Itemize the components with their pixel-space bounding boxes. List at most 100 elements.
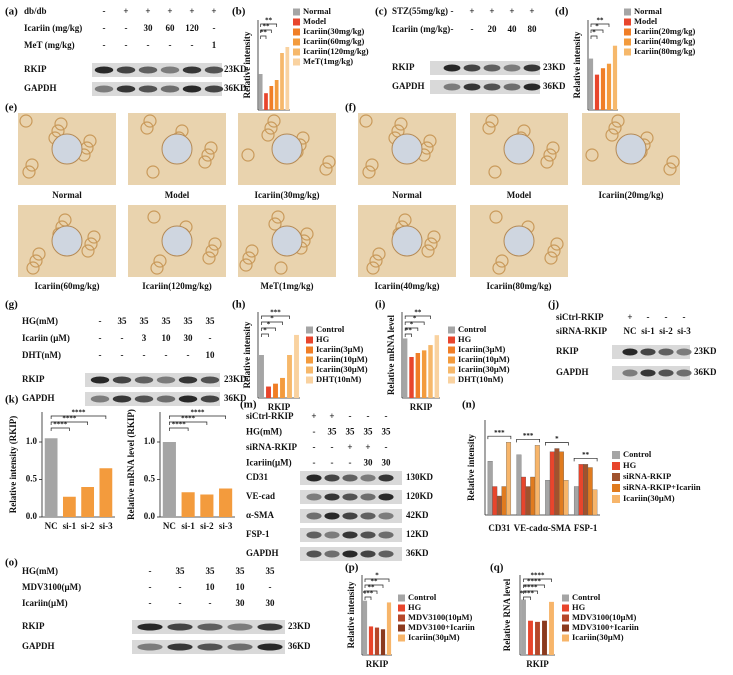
significance-bracket <box>50 427 70 431</box>
condition-label: MDV3100(μM) <box>22 582 81 592</box>
bar <box>434 335 440 398</box>
y-tick-label: 0.5 <box>144 474 156 484</box>
blot-band <box>378 474 394 482</box>
band-size: 36KD <box>224 393 247 403</box>
bar <box>549 451 555 516</box>
significance-bracket <box>404 333 412 337</box>
band-size: 12KD <box>406 529 429 539</box>
bar <box>62 496 76 517</box>
condition-cell: 20 <box>488 24 498 34</box>
image-caption: MeT(1mg/kg) <box>261 281 314 291</box>
blot-band <box>112 395 132 403</box>
bar <box>542 620 547 655</box>
legend-label: MDV3100(10μM) <box>408 612 472 622</box>
y-tick-label: 0.5 <box>26 474 38 484</box>
bar <box>549 601 554 655</box>
band-size: 23KD <box>224 64 247 74</box>
blot-band <box>204 85 224 93</box>
condition-cell: - <box>169 40 172 50</box>
condition-label: Icariin (mg/kg) <box>392 24 450 34</box>
legend-label: Control <box>458 324 487 334</box>
legend-label: siRNA-RKIP <box>623 471 671 481</box>
legend-swatch <box>293 28 300 36</box>
condition-cell: - <box>143 350 146 360</box>
panel-label: (g) <box>5 299 18 311</box>
blot-band <box>197 623 223 631</box>
protein-label: VE-cad <box>246 491 275 501</box>
legend-swatch <box>624 28 631 36</box>
tubule <box>362 165 376 179</box>
blot-band <box>640 369 656 377</box>
band-size: 36KD <box>288 641 311 651</box>
legend-label: Icariin(20mg/kg) <box>634 26 696 36</box>
blot-band <box>138 85 158 93</box>
legend-swatch <box>562 634 569 642</box>
image-caption: Normal <box>392 190 422 200</box>
condition-cell: - <box>99 316 102 326</box>
significance-bracket <box>364 578 390 582</box>
condition-cell: 35 <box>266 566 276 576</box>
bar <box>285 47 290 110</box>
tubule <box>366 261 380 275</box>
significance-label: * <box>263 327 267 335</box>
blot-band <box>378 531 394 539</box>
blot-band <box>116 66 136 74</box>
tubule <box>605 128 619 142</box>
legend-label: HG <box>458 334 472 344</box>
tubule <box>372 247 386 261</box>
significance-label: ** <box>582 451 590 459</box>
condition-cell: 35 <box>162 316 172 326</box>
tubule <box>427 230 441 244</box>
condition-cell: - <box>147 40 150 50</box>
legend-label: siRNA-RKIP+Icariin <box>623 482 701 492</box>
blot-band <box>676 369 692 377</box>
legend-swatch <box>293 48 300 56</box>
condition-cell: + <box>509 6 514 16</box>
blot-band <box>676 348 692 356</box>
significance-bracket <box>261 327 276 331</box>
tubule <box>147 210 161 224</box>
condition-cell: 60 <box>166 23 176 33</box>
tubule <box>242 251 256 265</box>
condition-cell: - <box>187 350 190 360</box>
blot-band <box>227 643 253 651</box>
y-axis-label: Relative intensity <box>572 31 582 98</box>
legend-swatch <box>306 356 313 364</box>
blot-band <box>306 550 322 558</box>
blot-band <box>378 493 394 501</box>
condition-label: siRNA-RKIP <box>556 326 608 336</box>
condition-cell: + <box>189 6 194 16</box>
condition-cell: 30 <box>364 458 374 468</box>
bar <box>415 353 421 398</box>
condition-label: MeT (mg/kg) <box>24 40 75 50</box>
condition-cell: - <box>149 566 152 576</box>
bar <box>516 454 522 516</box>
condition-cell: - <box>191 40 194 50</box>
panel-label: (j) <box>548 299 559 311</box>
condition-cell: + <box>123 6 128 16</box>
blot-band <box>443 64 461 72</box>
legend-label: HG <box>572 602 586 612</box>
image-caption: Model <box>165 190 190 200</box>
bar <box>259 355 264 398</box>
legend-swatch <box>448 376 455 384</box>
tubule <box>421 244 435 258</box>
bar <box>534 445 540 516</box>
condition-cell: + <box>145 6 150 16</box>
x-tick-label: VE-cad <box>514 523 543 533</box>
bar <box>362 600 368 655</box>
blot-band <box>324 493 340 501</box>
legend-label: Normal <box>303 6 331 16</box>
protein-label: CD31 <box>246 472 268 482</box>
image-caption: Icariin(30mg/kg) <box>255 190 320 200</box>
bar <box>521 476 526 516</box>
significance-bracket <box>364 590 378 594</box>
x-tick-label: si-1 <box>181 521 195 531</box>
blot-band <box>306 474 322 482</box>
bar <box>506 442 512 516</box>
y-axis-label: Relative intensity <box>346 581 356 648</box>
legend-swatch <box>398 634 405 642</box>
legend-label: MeT(1mg/kg) <box>303 56 353 66</box>
x-tick-label: NC <box>45 521 58 531</box>
blot-band <box>622 348 638 356</box>
